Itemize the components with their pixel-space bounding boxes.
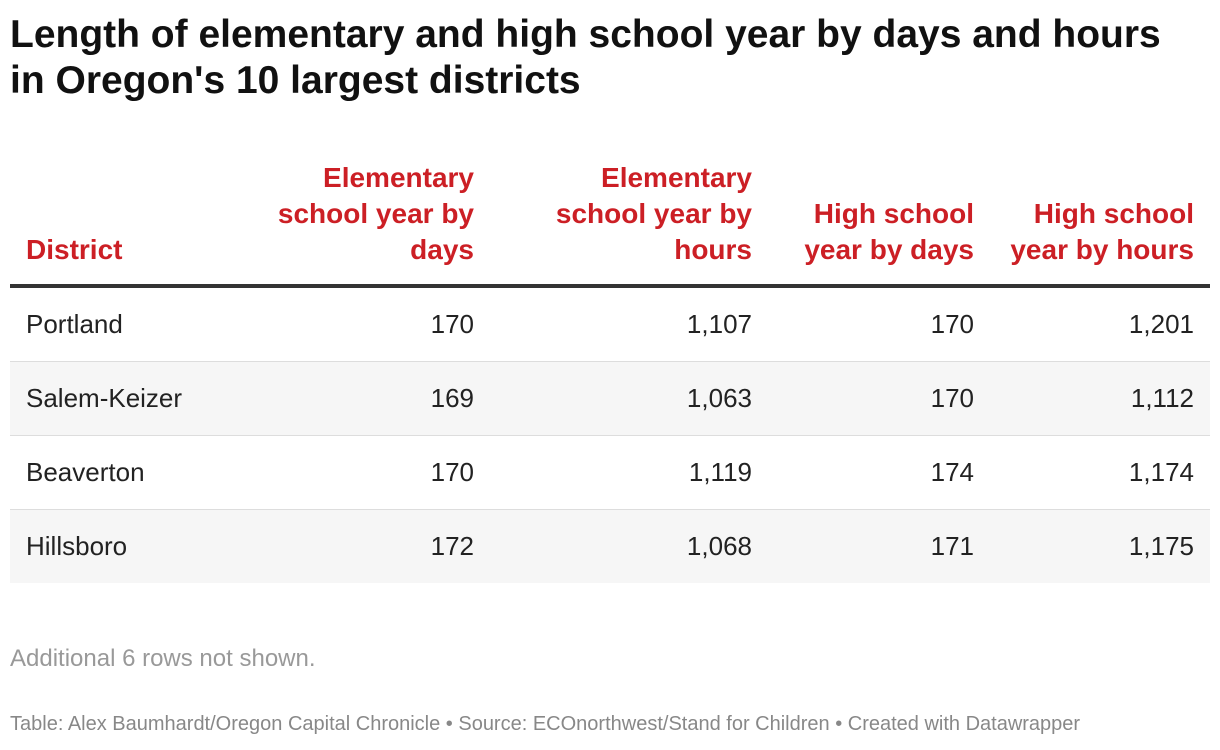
column-header-high-hours[interactable]: High school year by hours bbox=[990, 160, 1210, 288]
high-hours-cell: 1,174 bbox=[990, 435, 1210, 510]
elementary-days-cell: 170 bbox=[250, 286, 490, 362]
district-cell: Portland bbox=[10, 286, 250, 362]
column-header-district[interactable]: District bbox=[10, 160, 250, 288]
elementary-hours-cell: 1,119 bbox=[490, 435, 768, 510]
elementary-hours-cell: 1,107 bbox=[490, 286, 768, 362]
district-cell: Beaverton bbox=[10, 435, 250, 510]
data-table: District Elementary school year by days … bbox=[10, 160, 1210, 583]
district-cell: Salem-Keizer bbox=[10, 361, 250, 436]
table-row: Portland 170 1,107 170 1,201 bbox=[10, 286, 1210, 362]
high-days-cell: 170 bbox=[768, 361, 990, 436]
high-days-cell: 171 bbox=[768, 509, 990, 583]
chart-title: Length of elementary and high school yea… bbox=[10, 13, 1161, 102]
elementary-days-cell: 169 bbox=[250, 361, 490, 436]
table-row: Hillsboro 172 1,068 171 1,175 bbox=[10, 509, 1210, 583]
elementary-hours-cell: 1,068 bbox=[490, 509, 768, 583]
high-hours-cell: 1,201 bbox=[990, 286, 1210, 362]
column-header-elementary-hours[interactable]: Elementary school year by hours bbox=[490, 160, 768, 288]
high-hours-cell: 1,175 bbox=[990, 509, 1210, 583]
district-cell: Hillsboro bbox=[10, 509, 250, 583]
table-row: Beaverton 170 1,119 174 1,174 bbox=[10, 435, 1210, 510]
source-footer: Table: Alex Baumhardt/Oregon Capital Chr… bbox=[10, 713, 1081, 735]
high-days-cell: 174 bbox=[768, 435, 990, 510]
high-hours-cell: 1,112 bbox=[990, 361, 1210, 436]
high-days-cell: 170 bbox=[768, 286, 990, 362]
elementary-hours-cell: 1,063 bbox=[490, 361, 768, 436]
elementary-days-cell: 170 bbox=[250, 435, 490, 510]
column-header-elementary-days[interactable]: Elementary school year by days bbox=[250, 160, 490, 288]
elementary-days-cell: 172 bbox=[250, 509, 490, 583]
column-header-high-days[interactable]: High school year by days bbox=[768, 160, 990, 288]
more-rows-note[interactable]: Additional 6 rows not shown. bbox=[10, 645, 316, 672]
header-row: District Elementary school year by days … bbox=[10, 160, 1210, 288]
table-row: Salem-Keizer 169 1,063 170 1,112 bbox=[10, 361, 1210, 436]
